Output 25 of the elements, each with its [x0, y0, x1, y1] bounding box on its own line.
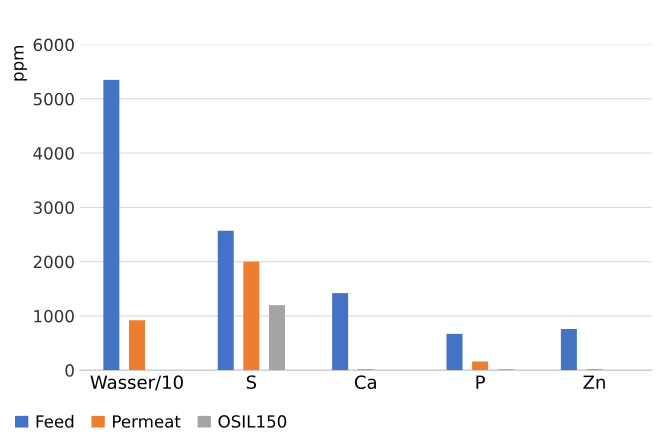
bar — [243, 262, 260, 370]
bar — [218, 230, 234, 370]
y-tick-label: 3000 — [34, 201, 74, 214]
y-tick-label: 1000 — [34, 310, 74, 322]
y-tick-label: 2000 — [34, 256, 74, 268]
bar — [560, 328, 577, 370]
bar — [446, 334, 463, 370]
legend-label: Permeat — [113, 415, 181, 428]
x-tick-label: P — [476, 376, 485, 389]
x-tick-label: Zn — [583, 376, 605, 389]
x-tick-label: Ca — [354, 375, 376, 390]
x-tick-label: S — [246, 375, 256, 390]
bar — [103, 80, 120, 370]
legend-label: OSIL150 — [218, 415, 286, 428]
bar — [268, 305, 285, 370]
y-tick-label: 6000 — [34, 38, 74, 52]
y-axis-title: ppm — [14, 46, 27, 80]
bar — [128, 320, 145, 370]
y-tick-label: 5000 — [34, 92, 74, 106]
bar — [472, 362, 488, 370]
y-tick-label: 4000 — [33, 147, 74, 160]
legend-label: Feed — [36, 414, 74, 428]
bar — [332, 293, 348, 370]
x-tick-label: Wasser/10 — [90, 375, 183, 390]
y-tick-label: 0 — [65, 364, 74, 377]
